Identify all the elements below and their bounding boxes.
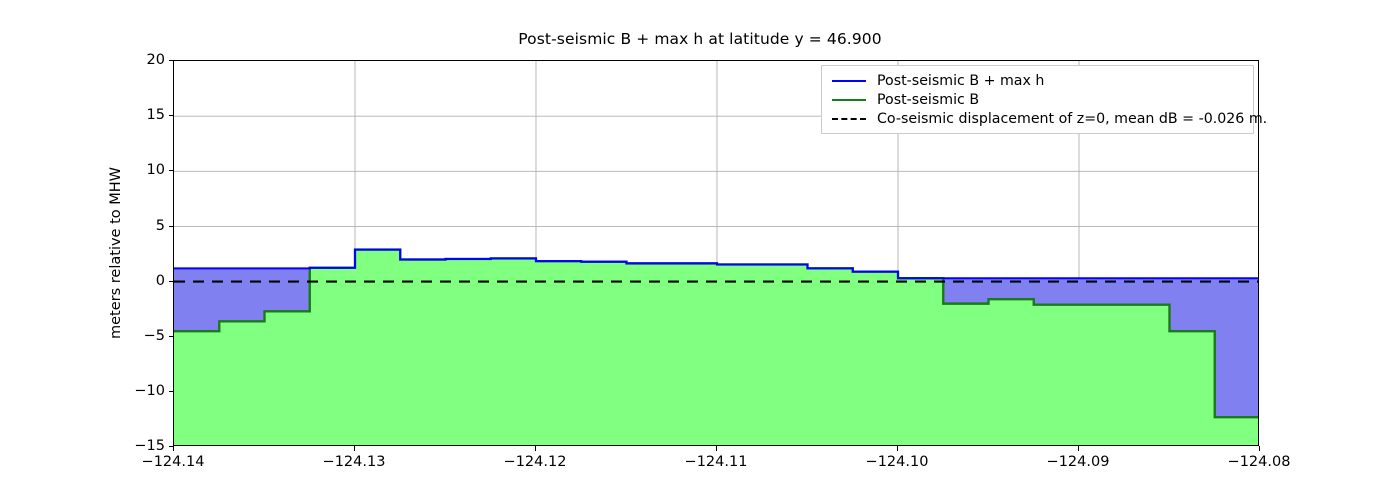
x-tick-mark — [1259, 446, 1260, 451]
y-tick-mark — [169, 391, 174, 392]
legend-label: Post-seismic B + max h — [877, 72, 1045, 89]
legend-item-coseismic-displacement: Co-seismic displacement of z=0, mean dB … — [830, 109, 1267, 128]
chart-title: Post-seismic B + max h at latitude y = 4… — [518, 30, 882, 48]
x-tick-label: −124.08 — [1227, 454, 1291, 470]
x-tick-label: −124.11 — [684, 454, 748, 470]
x-tick-mark — [173, 446, 174, 451]
x-tick-label: −124.14 — [141, 454, 205, 470]
y-tick-mark — [169, 281, 174, 282]
x-tick-mark — [1078, 446, 1079, 451]
x-tick-label: −124.13 — [322, 454, 386, 470]
legend-item-post-seismic-b-plus-max-h: Post-seismic B + max h — [830, 71, 1245, 90]
green-area-fill — [174, 249, 1258, 445]
y-tick-mark — [169, 446, 174, 447]
legend-line-sample-green — [830, 94, 868, 106]
plot-svg — [174, 61, 1258, 445]
y-tick-label: −15 — [134, 438, 165, 454]
x-tick-label: −124.10 — [865, 454, 929, 470]
y-tick-mark — [169, 170, 174, 171]
plot-area — [173, 60, 1259, 446]
y-tick-label: 5 — [155, 218, 165, 234]
y-tick-mark — [169, 226, 174, 227]
y-tick-label: −5 — [143, 328, 165, 344]
x-tick-mark — [897, 446, 898, 451]
legend-item-post-seismic-b: Post-seismic B — [830, 90, 1245, 109]
y-tick-mark — [169, 115, 174, 116]
y-tick-label: 15 — [146, 107, 165, 123]
legend-label: Post-seismic B — [877, 91, 980, 108]
post-seismic-b-plus-max-h-line — [174, 248, 1258, 280]
legend-line-sample-dashed — [830, 113, 868, 125]
legend-label: Co-seismic displacement of z=0, mean dB … — [877, 110, 1268, 127]
x-tick-mark — [535, 446, 536, 451]
y-tick-mark — [169, 60, 174, 61]
x-tick-mark — [716, 446, 717, 451]
y-tick-mark — [169, 336, 174, 337]
legend: Post-seismic B + max h Post-seismic B Co… — [821, 65, 1267, 134]
legend-line-sample-blue — [830, 75, 868, 87]
y-tick-label: 20 — [146, 52, 165, 68]
y-tick-label: −10 — [134, 383, 165, 399]
y-tick-label: 10 — [146, 162, 165, 178]
x-tick-label: −124.12 — [503, 454, 567, 470]
y-tick-label: 0 — [155, 273, 165, 289]
y-axis-label: meters relative to MHW — [108, 167, 124, 339]
x-tick-mark — [354, 446, 355, 451]
x-tick-label: −124.09 — [1046, 454, 1110, 470]
